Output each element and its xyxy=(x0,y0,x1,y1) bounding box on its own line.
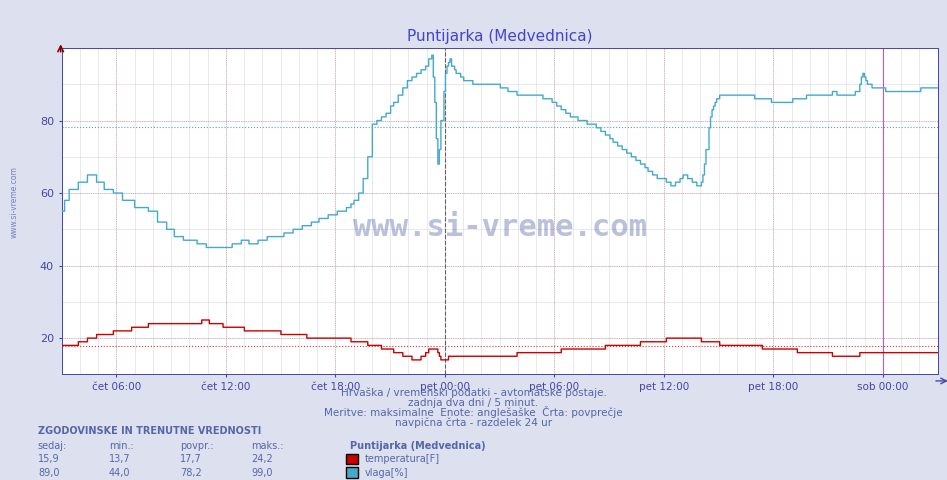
Title: Puntijarka (Medvednica): Puntijarka (Medvednica) xyxy=(407,29,592,44)
Text: navpična črta - razdelek 24 ur: navpična črta - razdelek 24 ur xyxy=(395,417,552,428)
Text: www.si-vreme.com: www.si-vreme.com xyxy=(9,166,19,238)
Text: zadnja dva dni / 5 minut.: zadnja dva dni / 5 minut. xyxy=(408,397,539,408)
Text: Puntijarka (Medvednica): Puntijarka (Medvednica) xyxy=(350,441,486,451)
Text: Meritve: maksimalne  Enote: anglešaške  Črta: povprečje: Meritve: maksimalne Enote: anglešaške Čr… xyxy=(324,406,623,418)
Text: povpr.:: povpr.: xyxy=(180,441,213,451)
Text: ZGODOVINSKE IN TRENUTNE VREDNOSTI: ZGODOVINSKE IN TRENUTNE VREDNOSTI xyxy=(38,426,261,436)
Text: vlaga[%]: vlaga[%] xyxy=(365,468,408,478)
Text: temperatura[F]: temperatura[F] xyxy=(365,454,439,464)
Text: 15,9: 15,9 xyxy=(38,454,60,464)
Text: maks.:: maks.: xyxy=(251,441,283,451)
Text: 89,0: 89,0 xyxy=(38,468,60,478)
Text: 44,0: 44,0 xyxy=(109,468,131,478)
Text: Hrvaška / vremenski podatki - avtomatske postaje.: Hrvaška / vremenski podatki - avtomatske… xyxy=(341,387,606,398)
Text: 24,2: 24,2 xyxy=(251,454,273,464)
Text: 78,2: 78,2 xyxy=(180,468,202,478)
Text: min.:: min.: xyxy=(109,441,134,451)
Text: www.si-vreme.com: www.si-vreme.com xyxy=(352,213,647,242)
Text: 99,0: 99,0 xyxy=(251,468,273,478)
Text: 13,7: 13,7 xyxy=(109,454,131,464)
Text: 17,7: 17,7 xyxy=(180,454,202,464)
Text: sedaj:: sedaj: xyxy=(38,441,67,451)
